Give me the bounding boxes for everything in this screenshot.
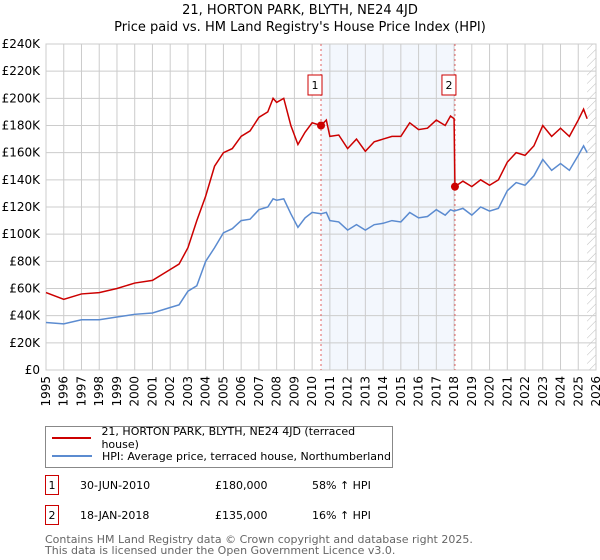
sale-hpi: 58% ↑ HPI (312, 479, 371, 492)
x-tick-label: 2013 (358, 376, 372, 407)
x-tick-label: 2023 (536, 376, 550, 407)
sale-point (317, 121, 325, 130)
x-tick-label: 2018 (447, 376, 461, 407)
sale-price: £135,000 (215, 509, 268, 522)
x-tick-label: 2017 (429, 376, 443, 407)
x-tick-label: 2014 (376, 376, 390, 407)
x-tick-label: 2025 (571, 376, 585, 407)
sale-price: £180,000 (215, 479, 268, 492)
footer-line: This data is licensed under the Open Gov… (45, 544, 396, 557)
sale-label-box (441, 74, 457, 96)
price-chart: 1995 1996 1997 1998 1999 2000 2001 2002 2003 2004… (2, 37, 600, 407)
x-tick-label: 2021 (500, 376, 514, 407)
sale-point (450, 182, 459, 191)
sale-date: 30-JUN-2010 (80, 479, 151, 492)
x-tick-label: 2001 (145, 376, 159, 407)
series-line (45, 96, 588, 301)
x-tick-label: 1998 (92, 376, 106, 407)
y-tick-label: £180K (2, 119, 42, 133)
x-tick-label: 1995 (39, 376, 53, 407)
x-tick-label: 2009 (287, 376, 301, 407)
x-tick-label: 1996 (57, 376, 71, 407)
y-tick-label: £80K (9, 254, 41, 268)
x-tick-label: 2002 (163, 376, 177, 407)
sale-label: 2 (445, 79, 452, 92)
x-tick-label: 1999 (110, 376, 124, 407)
footer-line: Contains HM Land Registry data © Crown c… (45, 533, 473, 546)
y-tick-label: £240K (2, 37, 42, 51)
sale-badge: 2 (45, 505, 59, 525)
x-tick-label: 2026 (589, 376, 600, 407)
x-tick-label: 2011 (323, 376, 337, 407)
x-tick-label: 2016 (412, 376, 426, 407)
y-tick-label: £20K (9, 336, 41, 350)
legend-property: 21, HORTON PARK, BLYTH, NE24 4JD (terrac… (101, 425, 356, 451)
x-tick-label: 2007 (252, 376, 266, 407)
y-tick-label: £160K (2, 146, 42, 160)
y-tick-label: £220K (2, 64, 42, 78)
y-tick-label: £100K (2, 227, 42, 241)
x-tick-label: 2012 (341, 376, 355, 407)
legend: 21, HORTON PARK, BLYTH, NE24 4JD (terrac… (45, 425, 393, 468)
x-tick-label: 2003 (181, 376, 195, 407)
legend-red-line (52, 437, 92, 439)
x-tick-label: 2004 (199, 376, 213, 407)
sale-date: 18-JAN-2018 (80, 509, 150, 522)
y-tick-label: £0 (25, 363, 40, 377)
x-tick-label: 2022 (518, 376, 532, 407)
y-tick-label: £140K (2, 173, 42, 187)
y-tick-label: £60K (9, 282, 41, 296)
x-tick-label: 1997 (74, 376, 88, 407)
y-tick-label: £120K (2, 200, 42, 214)
sale-badge: 1 (45, 475, 59, 495)
x-tick-label: 2006 (234, 376, 248, 407)
x-tick-label: 2010 (305, 376, 319, 407)
sale-label: 1 (312, 79, 319, 92)
y-tick-label: £40K (9, 309, 41, 323)
x-tick-label: 2024 (554, 376, 568, 407)
x-tick-label: 2019 (465, 376, 479, 407)
legend-blue-line (52, 455, 92, 457)
series-line (45, 144, 588, 325)
x-tick-label: 2000 (128, 376, 142, 407)
x-tick-label: 2005 (216, 376, 230, 407)
legend-hpi: HPI: Average price, terraced house, Nort… (102, 449, 391, 463)
sale-hpi: 16% ↑ HPI (312, 509, 371, 522)
chart-subtitle: Price paid vs. HM Land Registry's House … (114, 20, 486, 35)
x-tick-label: 2015 (394, 376, 408, 407)
sale-label-box (307, 74, 323, 96)
y-tick-label: £200K (2, 91, 42, 105)
x-tick-label: 2020 (483, 376, 497, 407)
x-tick-label: 2008 (270, 376, 284, 407)
chart-title: 21, HORTON PARK, BLYTH, NE24 4JD (182, 3, 418, 18)
